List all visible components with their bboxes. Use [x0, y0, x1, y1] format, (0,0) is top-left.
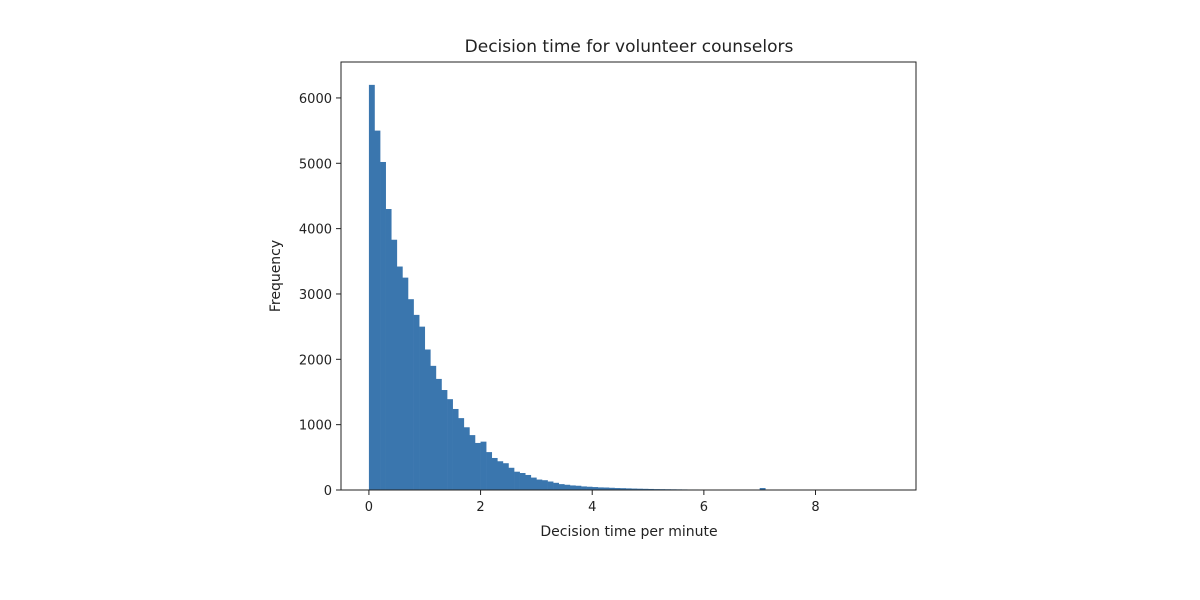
histogram-bar	[419, 326, 426, 490]
histogram-bar	[603, 487, 610, 490]
y-tick-label: 4000	[299, 223, 332, 238]
histogram-bar	[530, 477, 537, 490]
histogram-bar	[648, 488, 654, 490]
histogram-bar	[424, 349, 431, 490]
y-tick-label: 3000	[299, 288, 332, 303]
histogram-bar	[458, 418, 465, 490]
histogram-bar	[474, 442, 481, 490]
histogram-bar	[536, 479, 543, 490]
x-axis: 0 2 4 6 8	[365, 490, 820, 515]
x-tick-label: 8	[811, 500, 819, 515]
histogram-bar	[447, 399, 453, 490]
histogram-bar	[569, 485, 576, 490]
x-tick-label: 0	[365, 500, 373, 515]
histogram-bar	[558, 484, 565, 490]
histogram-bar	[525, 474, 532, 490]
histogram-bar	[597, 487, 604, 490]
histogram-bar	[374, 130, 381, 491]
histogram-bar	[368, 84, 375, 491]
histogram-bar	[497, 461, 504, 490]
y-tick-label: 2000	[299, 353, 332, 368]
bars-group	[368, 84, 883, 491]
histogram-bar	[486, 452, 493, 490]
histogram-bar	[430, 365, 437, 490]
histogram-bar	[759, 488, 766, 490]
histogram-bar	[564, 484, 571, 490]
histogram-bar	[514, 471, 520, 490]
histogram-bar	[508, 467, 515, 490]
histogram-bar	[469, 435, 476, 490]
histogram-bar	[553, 482, 560, 490]
histogram-bar	[586, 486, 593, 490]
plot-frame	[340, 61, 917, 491]
histogram-bar	[441, 390, 448, 490]
histogram-bar	[581, 486, 587, 490]
x-axis-label: Decision time per minute	[540, 524, 717, 540]
histogram-bar	[413, 314, 420, 490]
histogram-bar	[402, 277, 409, 490]
x-tick-label: 6	[700, 500, 708, 515]
histogram-bar	[592, 487, 599, 490]
histogram-bar	[385, 209, 392, 490]
histogram-bar	[407, 299, 414, 490]
histogram-bar	[519, 473, 526, 490]
histogram-bar	[547, 481, 554, 490]
histogram-bar	[608, 487, 615, 490]
y-tick-label: 0	[324, 484, 332, 499]
y-tick-label: 6000	[299, 92, 332, 107]
y-tick-label: 1000	[299, 419, 332, 434]
y-axis: 0 1000 2000 3000 4000 5000 6000	[299, 92, 341, 499]
histogram-bar	[502, 463, 509, 490]
histogram-bar	[636, 488, 643, 490]
chart-title: Decision time for volunteer counselors	[465, 37, 794, 57]
histogram-bar	[575, 485, 582, 490]
histogram-bar	[463, 427, 470, 490]
histogram-bar	[391, 239, 398, 490]
histogram-bar	[642, 488, 649, 490]
histogram-bar	[614, 488, 621, 490]
histogram-bar	[625, 488, 632, 490]
histogram-bar	[631, 488, 638, 490]
y-tick-label: 5000	[299, 157, 332, 172]
histogram-bar	[380, 161, 386, 491]
histogram-bar	[435, 378, 442, 490]
histogram-bar	[480, 441, 487, 490]
histogram-bar	[452, 408, 459, 490]
histogram-bar	[491, 457, 498, 490]
histogram-bar	[620, 488, 627, 490]
histogram-bar	[396, 266, 403, 490]
histogram-bar	[541, 480, 548, 490]
x-tick-label: 4	[588, 500, 596, 515]
x-tick-label: 2	[476, 500, 484, 515]
y-axis-label: Frequency	[268, 240, 284, 312]
